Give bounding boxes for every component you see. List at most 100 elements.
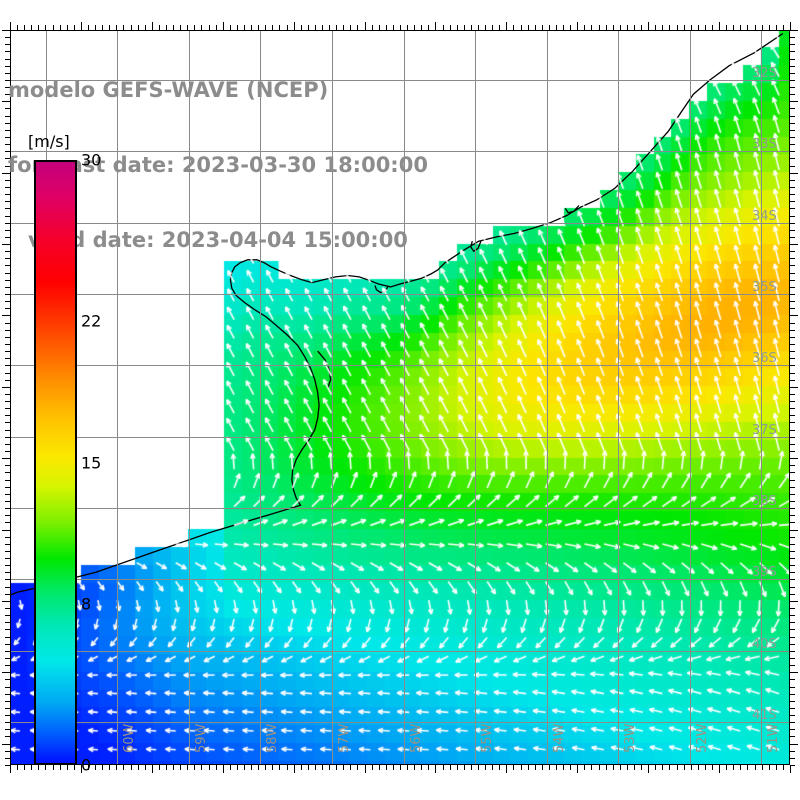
axis-tick (329, 765, 330, 770)
axis-tick (287, 765, 288, 770)
axis-tick (152, 765, 153, 773)
axis-tick (790, 301, 795, 302)
axis-tick (790, 530, 798, 531)
axis-tick (790, 166, 795, 167)
axis-tick (102, 765, 103, 770)
axis-tick (166, 765, 167, 770)
axis-tick (790, 37, 795, 38)
lat-label-36S: 36S (752, 351, 777, 367)
axis-tick (790, 280, 795, 281)
axis-tick (677, 765, 678, 770)
axis-tick (790, 494, 795, 495)
axis-tick (790, 458, 798, 459)
axis-tick (450, 765, 451, 770)
axis-tick (776, 765, 777, 770)
axis-tick (790, 237, 795, 238)
axis-tick (577, 22, 578, 30)
axis-tick (216, 765, 217, 770)
axis-tick (790, 544, 795, 545)
axis-tick (790, 515, 795, 516)
axis-tick (279, 765, 280, 770)
axis-tick (790, 144, 795, 145)
axis-tick (790, 230, 795, 231)
axis-tick (790, 358, 795, 359)
axis-tick (109, 765, 110, 770)
lon-label-54W: 54W (551, 723, 567, 753)
axis-tick (95, 765, 96, 770)
axis-tick (343, 765, 344, 770)
axis-tick (152, 22, 153, 30)
axis-tick (435, 765, 436, 773)
gridline-lat-34S (10, 223, 790, 224)
axis-tick (145, 765, 146, 770)
axis-tick (627, 765, 628, 770)
axis-tick (790, 765, 795, 766)
axis-tick (2, 101, 10, 102)
axis-tick (528, 765, 529, 770)
axis-tick (790, 587, 795, 588)
colorbar-tick-22: 22 (81, 311, 102, 331)
axis-tick (790, 537, 795, 538)
axis-tick (584, 765, 585, 770)
axis-tick (790, 173, 798, 174)
axis-tick (407, 765, 408, 770)
axis-tick (357, 765, 358, 770)
axis-tick (173, 765, 174, 770)
axis-tick (790, 265, 795, 266)
axis-tick (790, 465, 795, 466)
axis-tick (301, 765, 302, 770)
axis-tick (237, 765, 238, 770)
axis-tick (662, 765, 663, 770)
axis-tick (790, 351, 795, 352)
axis-tick (180, 765, 181, 770)
axis-tick (556, 765, 557, 770)
axis-tick (599, 765, 600, 770)
axis-tick (5, 765, 10, 766)
gridline-lon-51W (761, 30, 762, 765)
gridline-lon-56W (404, 30, 405, 765)
axis-tick (790, 344, 795, 345)
axis-tick (542, 765, 543, 770)
lon-label-57W: 57W (337, 723, 353, 753)
axis-tick (81, 22, 82, 30)
axis-tick (719, 765, 720, 773)
axis-tick (2, 315, 10, 316)
gridline-lon-55W (475, 30, 476, 765)
lon-label-60W: 60W (122, 723, 138, 753)
axis-tick (443, 765, 444, 770)
axis-tick (2, 244, 10, 245)
axis-tick (790, 315, 798, 316)
axis-tick (790, 622, 795, 623)
colorbar-tick-30: 30 (81, 150, 102, 170)
gridline-lat-39S (10, 579, 790, 580)
axis-tick (2, 601, 10, 602)
axis-tick (251, 765, 252, 770)
axis-tick (131, 765, 132, 770)
lon-label-55W: 55W (480, 723, 496, 753)
axis-tick (747, 765, 748, 770)
lon-label-59W: 59W (193, 723, 209, 753)
axis-tick (790, 651, 795, 652)
axis-tick (549, 765, 550, 770)
axis-tick (790, 694, 795, 695)
axis-tick (790, 51, 795, 52)
axis-tick (620, 765, 621, 770)
axis-tick (613, 765, 614, 770)
axis-tick (322, 765, 323, 770)
axis-tick (45, 765, 46, 770)
axis-tick (790, 94, 795, 95)
axis-tick (2, 672, 10, 673)
map-plot-area (10, 30, 790, 765)
axis-tick (790, 701, 795, 702)
lat-label-37S: 37S (752, 422, 777, 438)
gridline-lat-32S (10, 80, 790, 81)
axis-tick (790, 758, 795, 759)
axis-tick (606, 765, 607, 770)
axis-tick (244, 765, 245, 770)
axis-tick (790, 437, 795, 438)
axis-tick (570, 765, 571, 770)
axis-tick (790, 30, 798, 31)
axis-tick (790, 472, 795, 473)
axis-tick (790, 123, 795, 124)
